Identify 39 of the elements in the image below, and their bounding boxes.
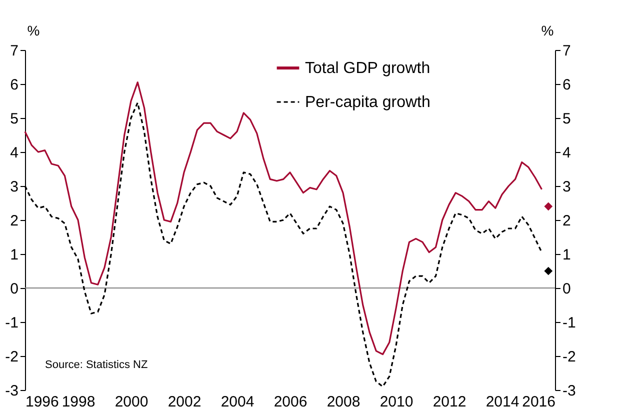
y-tick-label: 7 [10, 42, 18, 60]
y-tick-label: 3 [10, 178, 18, 196]
y2-tick-label: -2 [562, 348, 576, 366]
y2-tick-label: 4 [562, 144, 571, 162]
x-tick-label: 2014 [486, 394, 520, 410]
y2-tick-label: -1 [562, 314, 576, 332]
y2-tick-label: 6 [562, 76, 571, 94]
legend-label: Per-capita growth [305, 94, 430, 111]
y2-tick-label: 3 [562, 178, 571, 196]
line-series [24, 82, 543, 356]
x-tick-label: 1998 [62, 394, 96, 410]
y2-axis-title: % [541, 22, 554, 38]
y-tick-label: -2 [5, 348, 18, 366]
x-tick-label: 2012 [432, 394, 466, 410]
y-axis-title: % [27, 22, 40, 38]
y2-tick-label: 5 [562, 110, 571, 128]
x-tick-label: 2002 [168, 394, 202, 410]
y-tick-label: 5 [10, 110, 18, 128]
legend-label: Total GDP growth [305, 60, 430, 77]
y-tick-label: -1 [5, 314, 18, 332]
x-tick-label: 2016 [522, 394, 556, 410]
x-tick-label: 2010 [380, 394, 414, 410]
y2-tick-label: 7 [562, 42, 571, 60]
y-tick-label: 1 [10, 246, 18, 264]
x-tick-label: 2008 [326, 394, 360, 410]
x-tick-label: 2004 [220, 394, 254, 410]
y2-tick-label: 0 [562, 280, 571, 298]
x-tick-label: 2000 [114, 394, 148, 410]
y2-tick-label: 2 [562, 212, 571, 230]
y-tick-label: -3 [5, 382, 18, 400]
y2-tick-label: -3 [562, 382, 576, 400]
y-tick-label: 0 [10, 280, 18, 298]
y2-tick-label: 1 [562, 246, 571, 264]
annotation: Source: Statistics NZ [45, 359, 148, 371]
x-tick-label: 1996 [26, 394, 59, 410]
y-tick-label: 6 [10, 76, 18, 94]
y-tick-label: 2 [10, 212, 18, 230]
y-tick-label: 4 [10, 144, 18, 162]
x-tick-label: 2006 [274, 394, 308, 410]
